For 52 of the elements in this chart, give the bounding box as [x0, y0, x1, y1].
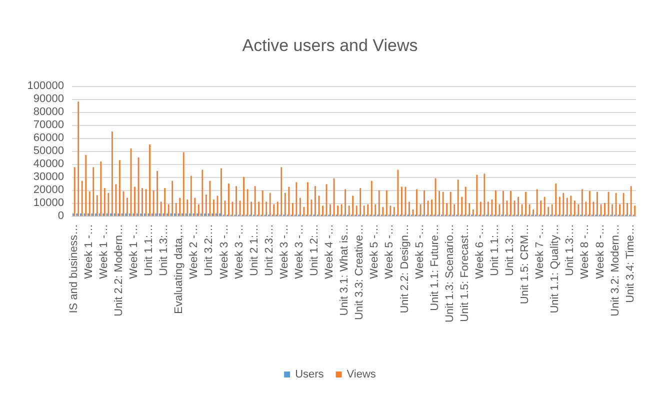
x-tick-label: Unit 1.3: Scenario… [444, 224, 456, 322]
x-tick-label: Unit 1.3:… [158, 224, 170, 276]
x-tick-label: Week 7 -… [534, 224, 546, 279]
y-tick-label: 60000 [33, 132, 64, 144]
x-tick-label: Unit 3.2:… [203, 224, 216, 276]
x-tick-label: Week 1 -… [128, 224, 140, 279]
x-tick-label: Week 3 -… [293, 224, 306, 279]
y-tick-label: 30000 [33, 171, 64, 183]
x-tick-label: Unit 1.5: Forecast… [458, 224, 471, 322]
x-tick-label: Week 6 -… [474, 224, 486, 279]
x-tick-label: Unit 2.1:… [248, 224, 260, 276]
x-tick-label: Unit 1.2:… [308, 224, 321, 276]
x-tick-label: Week 8 -… [594, 224, 606, 279]
x-tick-label: Unit 1.5: CRM… [519, 224, 532, 304]
x-tick-label: Unit 1.3:… [564, 224, 576, 276]
y-tick-label: 70000 [33, 119, 64, 131]
x-tick-label: Week 8 -… [579, 224, 592, 279]
x-tick-label: Unit 3.3: Creative… [354, 224, 366, 320]
x-tick-label: Unit 1.1: Quality… [549, 224, 562, 314]
y-tick-label: 50000 [33, 145, 64, 157]
x-tick-label: Unit 3.2: Modern… [609, 224, 622, 316]
x-tick-label: Week 3 -… [233, 224, 246, 279]
x-tick-label: Unit 1.1:… [143, 224, 156, 276]
legend-label: Users [295, 368, 324, 380]
x-tick-label: Week 4 -… [324, 224, 336, 279]
x-tick-label: Week 3 -… [218, 224, 230, 279]
x-tick-label: Week 5 -… [368, 224, 381, 279]
y-tick-label: 0 [58, 210, 64, 222]
x-tick-label: Unit 3.4: Time… [624, 224, 636, 303]
x-tick-label: Unit 3.1: What is… [338, 224, 351, 316]
chart-title: Active users and Views [242, 36, 418, 55]
x-tick-label: Week 1 -… [82, 224, 95, 279]
y-tick-label: 40000 [33, 158, 64, 170]
x-tick-label: IS and business… [68, 224, 80, 314]
legend-label: Views [346, 368, 376, 380]
x-tick-label: Unit 2.2: Design… [398, 224, 411, 314]
x-tick-label: Week 3 -… [278, 224, 290, 279]
x-tick-label: Unit 2.2: Modern… [113, 224, 125, 316]
x-tick-label: Week 1 -… [98, 224, 110, 279]
x-tick-label: Unit 1.1:… [489, 224, 501, 276]
y-tick-label: 10000 [33, 197, 64, 209]
y-tick-label: 80000 [33, 106, 64, 118]
y-tick-label: 90000 [33, 93, 64, 105]
x-tick-label: Unit 1.3:… [504, 224, 516, 276]
x-tick-label: Week 5 -… [384, 224, 396, 279]
x-tick-label: Week 2 -… [188, 224, 200, 279]
x-tick-label: Week 5 -… [414, 224, 426, 279]
y-tick-label: 100000 [27, 80, 64, 92]
x-tick-label: Unit 2.3:… [263, 224, 276, 276]
y-tick-label: 20000 [33, 184, 64, 196]
x-tick-label: Evaluating data,… [173, 224, 186, 314]
x-tick-label: Unit 1.1: Future… [428, 224, 441, 311]
